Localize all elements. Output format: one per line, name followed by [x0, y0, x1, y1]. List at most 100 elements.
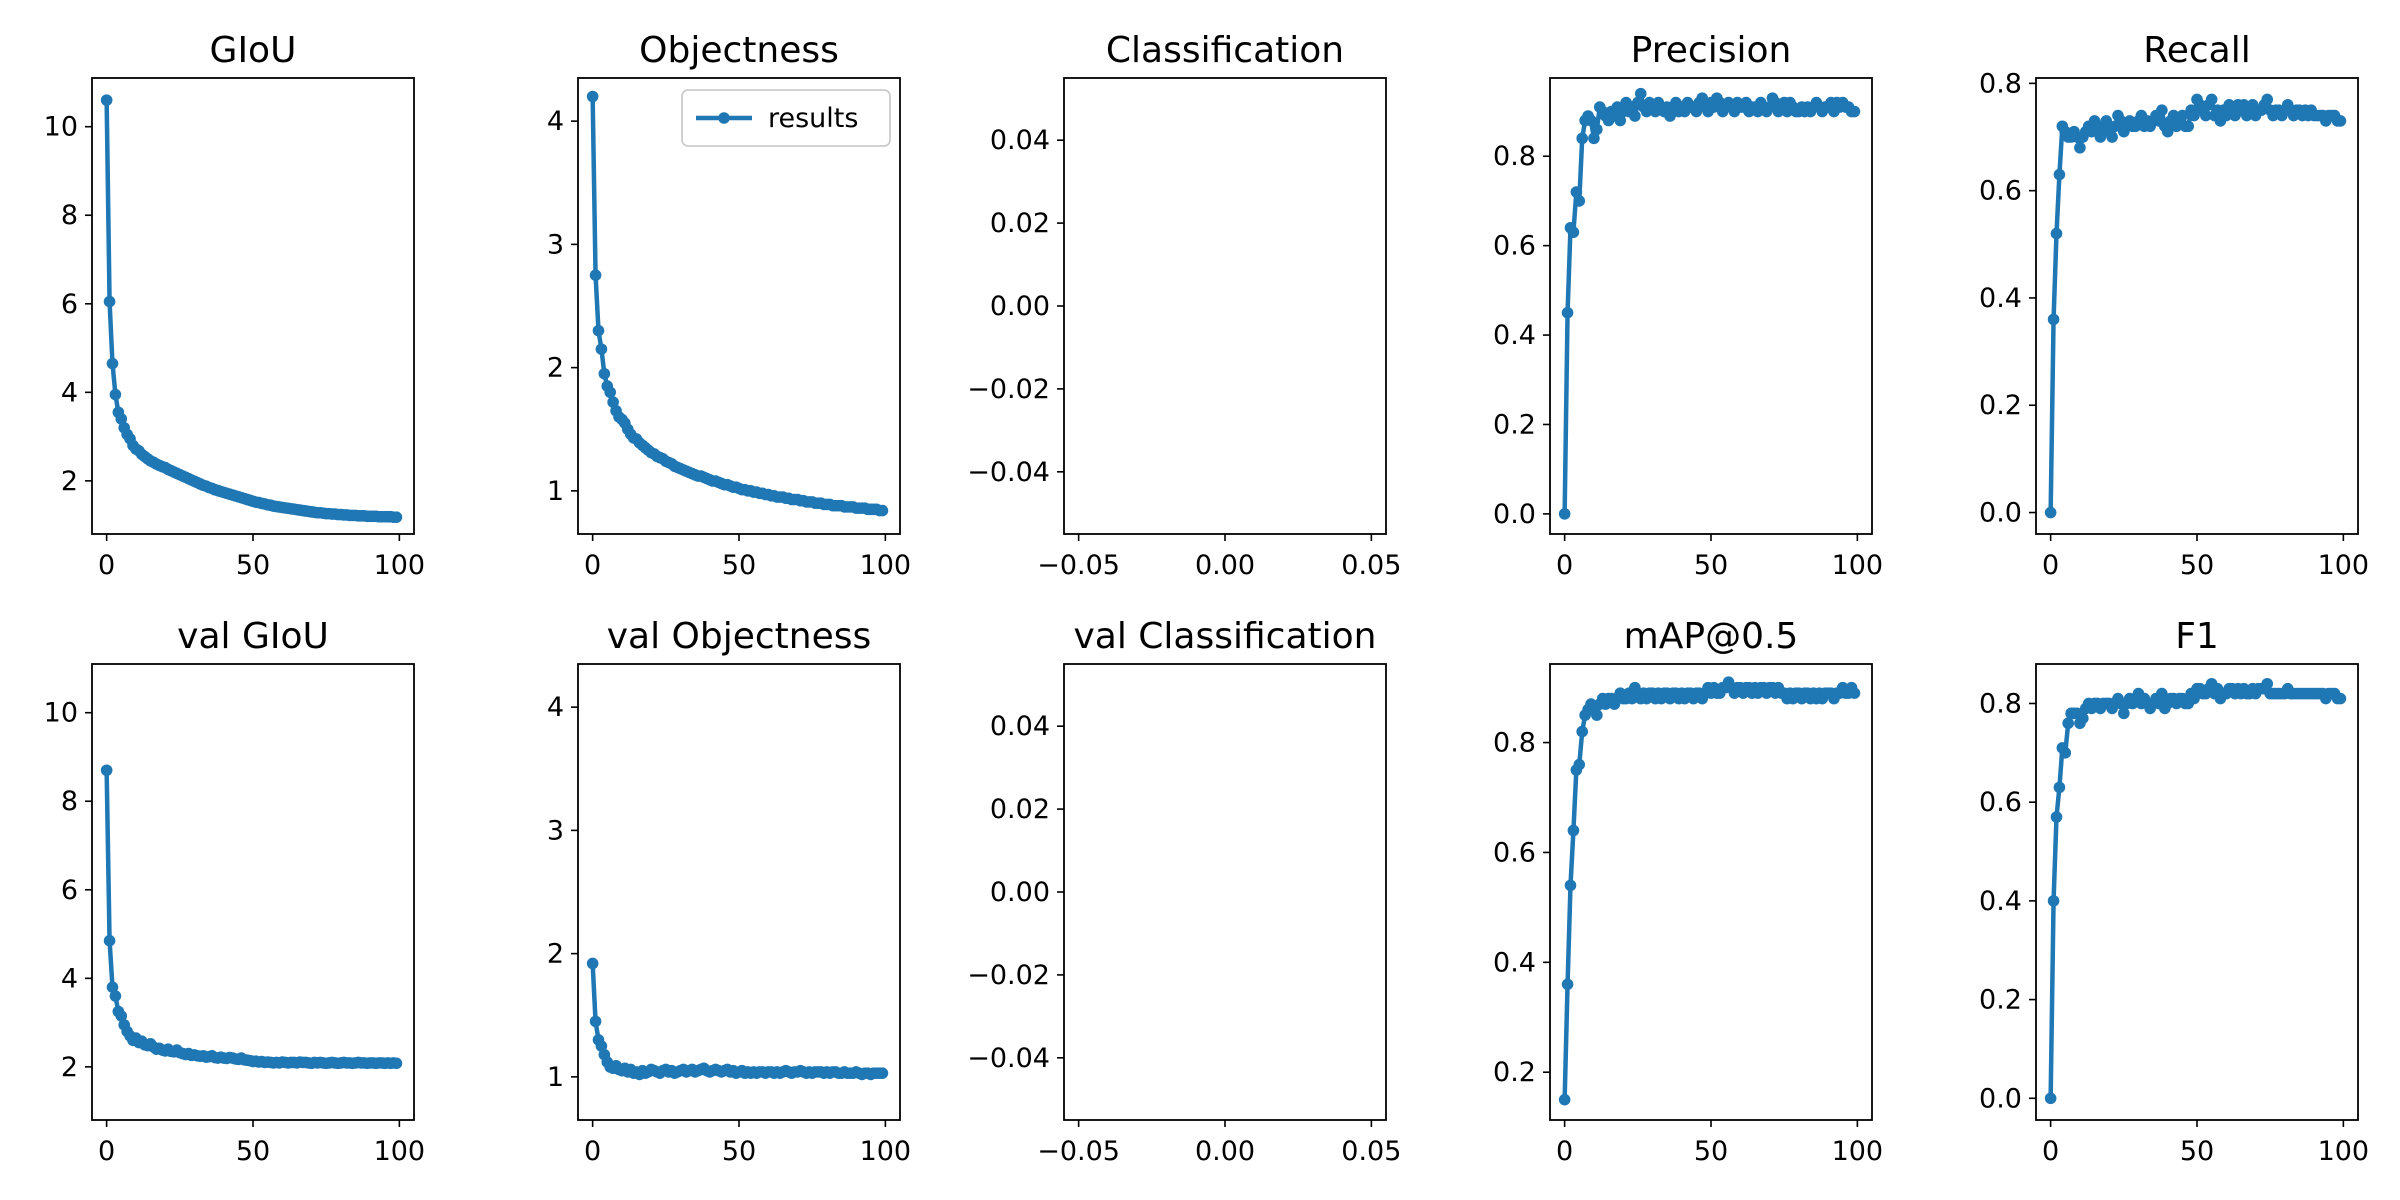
axes-frame [1549, 663, 1873, 1121]
data-point [2188, 109, 2200, 122]
panel-title: Recall [2143, 30, 2250, 71]
data-point [876, 1067, 889, 1079]
y-tick-label: 0.6 [1493, 231, 1536, 262]
y-tick-label: 0.8 [1979, 68, 2022, 99]
x-tick-label: 0.05 [1341, 1136, 1401, 1167]
x-tick-label: 100 [374, 550, 426, 581]
x-tick-label: 100 [1832, 550, 1884, 581]
data-point [604, 386, 616, 399]
data-point [1558, 508, 1571, 520]
panel-title: mAP@0.5 [1624, 616, 1799, 657]
y-tick-label: 4 [61, 963, 78, 994]
x-tick-label: 50 [2180, 550, 2214, 581]
x-tick-label: 0.00 [1195, 1136, 1255, 1167]
data-point [1591, 123, 1603, 136]
data-point [1576, 132, 1588, 145]
data-point [1576, 725, 1588, 738]
panel-title: val Classification [1073, 616, 1376, 657]
x-tick-label: 50 [1694, 1136, 1728, 1167]
y-tick-label: 0.8 [1979, 688, 2022, 719]
data-point [115, 413, 128, 425]
y-tick-label: 6 [61, 875, 78, 906]
y-tick-label: 4 [547, 692, 564, 723]
series-line [590, 96, 883, 513]
x-tick-label: 0 [1556, 550, 1573, 581]
series-line [104, 770, 397, 1066]
data-point [2044, 506, 2057, 519]
y-tick-label: 0.0 [1979, 1083, 2022, 1114]
data-point [2205, 93, 2218, 106]
y-tick-label: 0.2 [1979, 390, 2022, 421]
y-tick-label: 0.4 [1979, 886, 2022, 917]
data-point [1564, 879, 1577, 892]
data-point [103, 295, 116, 308]
data-point [2182, 120, 2195, 133]
x-tick-label: 50 [722, 1136, 756, 1167]
data-point [2261, 93, 2274, 106]
data-point [2334, 115, 2347, 127]
x-tick-label: 50 [2180, 1136, 2214, 1167]
panel-title: GIoU [210, 30, 297, 71]
y-tick-label: 8 [61, 786, 78, 817]
data-point [2176, 109, 2189, 122]
panel-map-0-5: mAP@0.5 0 50 100 0.2 0.4 0.6 0.8 [1493, 616, 1883, 1167]
data-point [2077, 712, 2089, 725]
x-tick-label: 0 [584, 550, 601, 581]
panel-title: F1 [2175, 616, 2219, 657]
data-point [1573, 195, 1586, 207]
data-point [598, 367, 611, 380]
x-tick-label: −0.05 [1037, 1136, 1120, 1167]
y-tick-label: −0.02 [967, 960, 1050, 991]
y-tick-label: 0.02 [990, 208, 1050, 239]
panel-classification: Classification −0.05 0.00 0.05 −0.04 −0.02 0.0… [967, 30, 1401, 581]
data-point [2074, 141, 2086, 154]
data-point [2044, 1092, 2057, 1105]
data-point [2050, 227, 2063, 240]
y-tick-label: 0.4 [1979, 283, 2022, 314]
y-tick-label: 0.6 [1979, 176, 2022, 207]
panel-title: val Objectness [607, 616, 872, 657]
data-point [1561, 306, 1574, 319]
axes-frame [577, 663, 901, 1121]
data-point [103, 934, 116, 947]
y-tick-label: 0.2 [1493, 1057, 1536, 1088]
axes-frame [2035, 77, 2359, 535]
y-tick-label: 2 [61, 1052, 78, 1083]
data-point [589, 1015, 602, 1028]
y-tick-label: 0.04 [990, 125, 1050, 156]
y-tick-label: 0.4 [1493, 320, 1536, 351]
series-line [1562, 91, 1855, 514]
x-tick-label: 50 [236, 550, 270, 581]
y-tick-label: 0.6 [1979, 787, 2022, 818]
legend: results [681, 89, 891, 147]
data-point [1573, 758, 1586, 771]
data-point [1567, 226, 1580, 239]
data-point [2053, 168, 2066, 181]
x-tick-label: 50 [236, 1136, 270, 1167]
data-point [586, 957, 599, 970]
data-point [1561, 978, 1574, 991]
y-tick-label: 0.4 [1493, 947, 1536, 978]
y-tick-label: 3 [547, 229, 564, 260]
data-point [2053, 781, 2066, 794]
panel-title: Objectness [639, 30, 839, 71]
panel-recall: Recall 0 50 100 0.0 0.2 0.4 0.6 0.8 [1979, 30, 2369, 581]
y-tick-label: 2 [547, 353, 564, 384]
axes-frame [91, 663, 415, 1121]
y-tick-label: 0.00 [990, 291, 1050, 322]
series-line [2048, 681, 2341, 1099]
y-tick-label: 0.8 [1493, 141, 1536, 172]
y-tick-label: 0.0 [1493, 499, 1536, 530]
data-point [592, 324, 605, 337]
y-tick-label: −0.04 [967, 457, 1050, 488]
data-point [2106, 131, 2118, 143]
x-tick-label: 100 [2318, 1136, 2370, 1167]
panel-val-objectness: val Objectness 0 50 100 1 2 3 4 [547, 616, 911, 1167]
data-point [1570, 186, 1583, 198]
axes-frame [577, 77, 901, 535]
data-point [589, 269, 602, 281]
data-point [1848, 687, 1861, 699]
x-tick-label: 0 [2042, 1136, 2059, 1167]
data-point [2047, 895, 2060, 907]
data-point [106, 981, 119, 993]
